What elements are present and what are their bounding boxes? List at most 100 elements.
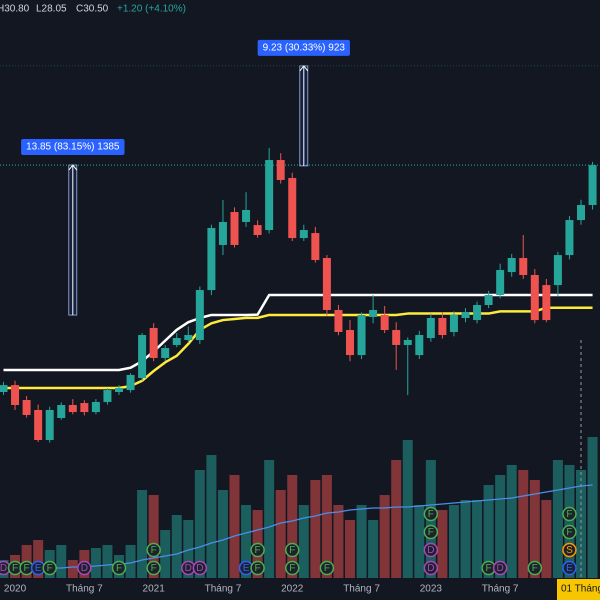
volume-bar xyxy=(310,480,321,578)
event-badge xyxy=(285,560,300,576)
event-label: F xyxy=(47,563,53,574)
event-label: D xyxy=(81,563,88,574)
candle-body xyxy=(242,209,251,223)
event-badge xyxy=(146,560,161,576)
event-label: D xyxy=(427,563,434,574)
x-tick-label: Tháng 7 xyxy=(482,584,519,595)
volume-bar xyxy=(333,505,344,578)
event-label: E xyxy=(243,563,250,574)
event-badge xyxy=(562,524,577,540)
x-tick-label: 2022 xyxy=(281,584,304,595)
event-badge xyxy=(42,560,57,576)
event-label: F xyxy=(324,563,330,574)
volume-bar xyxy=(368,520,379,578)
header-change: +1.20 (+4.10%) xyxy=(117,4,186,15)
measure-label: 13.85 (83.15%) 1385 xyxy=(26,142,120,153)
candle-body xyxy=(34,409,43,440)
candle-body xyxy=(369,309,378,318)
candle-body xyxy=(218,222,227,245)
candle-body xyxy=(588,165,597,205)
event-label: F xyxy=(255,563,261,574)
volume-bar xyxy=(437,510,448,578)
candle-body xyxy=(496,270,505,296)
volume-bar xyxy=(379,495,390,578)
candle-body xyxy=(230,212,239,245)
candle-body xyxy=(357,314,366,356)
volume-bar xyxy=(460,500,471,578)
candle-body xyxy=(311,233,320,261)
candle-body xyxy=(403,339,412,345)
event-label: F xyxy=(255,545,261,556)
volume-bar xyxy=(137,490,148,578)
volume-bar xyxy=(217,490,228,578)
event-badge xyxy=(423,560,439,576)
x-tick-label: 2021 xyxy=(143,584,166,595)
event-label: F xyxy=(12,563,18,574)
event-badge xyxy=(250,542,265,558)
event-label: D xyxy=(185,563,192,574)
volume-bar xyxy=(506,465,517,578)
volume-bar xyxy=(345,520,355,578)
candle-body xyxy=(253,225,262,236)
candle-body xyxy=(11,385,20,406)
volume-bar xyxy=(356,505,367,578)
volume-bar xyxy=(206,455,217,578)
crosshair-label: 01 Tháng xyxy=(561,584,600,595)
volume-bar xyxy=(56,545,67,578)
candle-body xyxy=(0,385,8,393)
x-tick-label: Tháng 7 xyxy=(205,584,242,595)
candle-body xyxy=(45,409,54,440)
volume-bar xyxy=(495,475,506,578)
candle-body xyxy=(68,405,77,413)
event-label: F xyxy=(566,527,572,538)
event-label: F xyxy=(151,563,157,574)
volume-bar xyxy=(587,437,598,578)
event-badge xyxy=(111,560,127,576)
event-label: F xyxy=(532,563,538,574)
candle-body xyxy=(80,403,89,413)
x-tick-label: 2020 xyxy=(4,584,27,595)
candle-body xyxy=(57,405,66,419)
volume-bar xyxy=(402,440,413,578)
event-label: F xyxy=(116,563,122,574)
candle-body xyxy=(91,401,100,413)
volume-bar xyxy=(483,485,494,578)
event-badge xyxy=(492,560,508,576)
candle-body xyxy=(392,330,401,345)
candle-body xyxy=(461,312,470,319)
volume-bar xyxy=(552,460,563,578)
event-badge xyxy=(423,542,439,558)
volume-bar xyxy=(125,545,136,578)
event-badge xyxy=(423,524,439,540)
candle-body xyxy=(103,390,112,402)
x-tick-label: 2023 xyxy=(420,584,443,595)
event-label: D xyxy=(0,563,7,574)
measure-label-box xyxy=(257,39,350,56)
candle-body xyxy=(161,348,170,358)
volume-bar xyxy=(148,495,159,578)
candle-body xyxy=(542,285,551,321)
candle-body xyxy=(115,387,123,393)
candle-body xyxy=(484,295,493,305)
event-label: F xyxy=(24,563,30,574)
candle-body xyxy=(195,290,204,340)
candle-body xyxy=(138,335,147,379)
candle-body xyxy=(507,257,516,273)
volume-bar xyxy=(298,505,309,578)
candle-body xyxy=(184,335,193,340)
volume-bar xyxy=(518,470,529,578)
volume-bar xyxy=(576,470,586,578)
volume-bar xyxy=(472,500,483,578)
measure-label: 9.23 (30.33%) 923 xyxy=(263,43,346,54)
event-label: F xyxy=(151,545,157,556)
candle-body xyxy=(426,318,435,339)
header-low: L28.05 xyxy=(36,4,67,15)
candle-body xyxy=(519,257,528,275)
event-label: S xyxy=(566,545,573,556)
header-close: C30.50 xyxy=(76,4,109,15)
candle-body xyxy=(322,257,331,310)
volume-bar xyxy=(160,530,171,578)
candle-body xyxy=(553,255,562,286)
volume-bar xyxy=(275,490,286,578)
event-badge xyxy=(319,560,335,576)
